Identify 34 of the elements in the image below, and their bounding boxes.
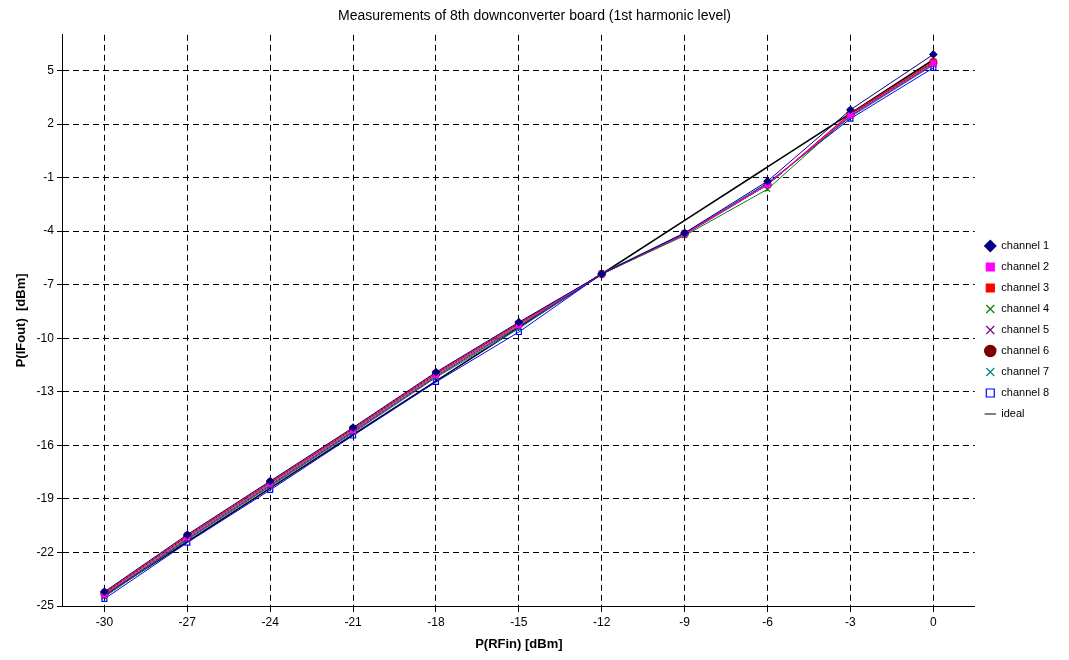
x-tick-label: 0 <box>930 614 937 629</box>
y-tick-label: -16 <box>36 437 55 452</box>
y-tick-label: -1 <box>43 169 55 184</box>
legend-label: ideal <box>1001 407 1025 420</box>
legend-label: channel 4 <box>1001 302 1050 315</box>
legend-label: channel 8 <box>1001 386 1050 399</box>
x-tick-label: -9 <box>679 614 691 629</box>
y-tick-label: -4 <box>43 223 55 238</box>
y-tick-label: -13 <box>36 384 55 399</box>
y-tick-label: -7 <box>43 277 55 292</box>
legend-label: channel 1 <box>1001 239 1050 252</box>
x-tick-label: -27 <box>178 614 197 629</box>
y-tick-label: -10 <box>36 330 55 345</box>
y-axis-title: P(IFout) [dBm] <box>13 273 29 368</box>
legend-label: channel 6 <box>1001 344 1050 357</box>
x-tick-label: -12 <box>593 614 611 629</box>
legend-label: channel 7 <box>1001 365 1050 378</box>
x-tick-label: -24 <box>261 614 280 629</box>
x-tick-label: -15 <box>510 614 528 629</box>
chart-title: Measurements of 8th downconverter board (1st harmonic level) <box>338 7 731 24</box>
x-tick-label: -3 <box>845 614 857 629</box>
x-tick-label: -6 <box>762 614 774 629</box>
x-tick-label: -21 <box>344 614 363 629</box>
y-tick-label: 2 <box>47 116 55 131</box>
y-tick-label: -22 <box>36 544 55 559</box>
legend-label: channel 3 <box>1001 281 1050 294</box>
x-tick-label: -18 <box>427 614 445 629</box>
x-axis-title: P(RFin) [dBm] <box>475 635 563 651</box>
y-tick-label: -25 <box>36 598 55 613</box>
legend-label: channel 5 <box>1001 323 1050 336</box>
y-tick-label: -19 <box>36 491 55 506</box>
legend-label: channel 2 <box>1001 260 1050 273</box>
x-tick-label: -30 <box>95 614 114 629</box>
y-tick-label: 5 <box>47 62 55 77</box>
